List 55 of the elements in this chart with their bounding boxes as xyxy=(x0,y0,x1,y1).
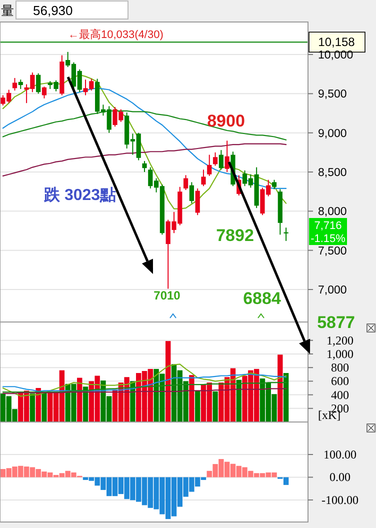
candlestick xyxy=(201,169,206,187)
y-tick-label: 100.00 xyxy=(324,448,356,462)
bar xyxy=(165,341,171,422)
bar xyxy=(212,391,218,422)
text: 量 xyxy=(1,3,14,18)
candlestick xyxy=(218,150,224,170)
bar xyxy=(189,375,194,422)
line-series xyxy=(2,374,287,392)
candlestick xyxy=(189,182,194,204)
y-tick-label: 7,000 xyxy=(318,284,347,296)
bar xyxy=(194,390,200,422)
bar xyxy=(283,373,289,422)
candlestick xyxy=(183,174,188,191)
y-tick-label: 0.00 xyxy=(330,470,350,484)
ref-line-label: 10,158 xyxy=(318,35,356,50)
y-tick-label: 9,500 xyxy=(318,88,347,101)
candlestick xyxy=(18,79,23,90)
candlestick xyxy=(272,179,277,190)
y-tick-label: 9,000 xyxy=(318,128,347,140)
candlestick xyxy=(212,152,218,166)
line-series xyxy=(2,143,287,176)
line-series xyxy=(2,110,287,140)
candlestick xyxy=(12,78,18,92)
line-series xyxy=(2,364,287,397)
bar xyxy=(30,393,36,422)
text: -1.15% xyxy=(310,233,346,245)
text: 7,716 xyxy=(314,220,342,232)
annotation: ←最高10,033(4/30) xyxy=(68,28,164,41)
y-tick-label: -100.00 xyxy=(322,492,358,507)
bar xyxy=(42,391,47,422)
y-tick-label: 600 xyxy=(331,374,349,388)
y-tick-label: 8,000 xyxy=(318,206,347,218)
annotation: 8900 xyxy=(207,112,245,131)
y-tick-label: 1,200 xyxy=(326,333,354,348)
line-series xyxy=(2,382,287,393)
bar xyxy=(236,380,242,422)
y-tick-label: 1,000 xyxy=(326,346,354,361)
annotation: 7892 xyxy=(216,226,254,245)
annotation: 6884 xyxy=(243,289,282,308)
bar xyxy=(278,354,283,422)
y-tick-label: 7,500 xyxy=(318,245,347,258)
candlestick xyxy=(195,188,200,216)
y-tick-label: 8,500 xyxy=(318,167,347,179)
candlestick xyxy=(224,140,230,172)
candlestick xyxy=(42,86,47,99)
y-tick-label: 400 xyxy=(331,388,349,402)
candlestick xyxy=(142,160,147,172)
annotation: 7010 xyxy=(154,288,181,303)
y-tick-label: 800 xyxy=(331,360,349,375)
annotation: 跌 3023點 xyxy=(43,186,116,204)
candlestick xyxy=(36,72,41,94)
text: 56,930 xyxy=(33,3,73,18)
candlestick xyxy=(207,154,212,176)
text: 5877 xyxy=(317,313,355,332)
candlestick xyxy=(284,227,288,242)
